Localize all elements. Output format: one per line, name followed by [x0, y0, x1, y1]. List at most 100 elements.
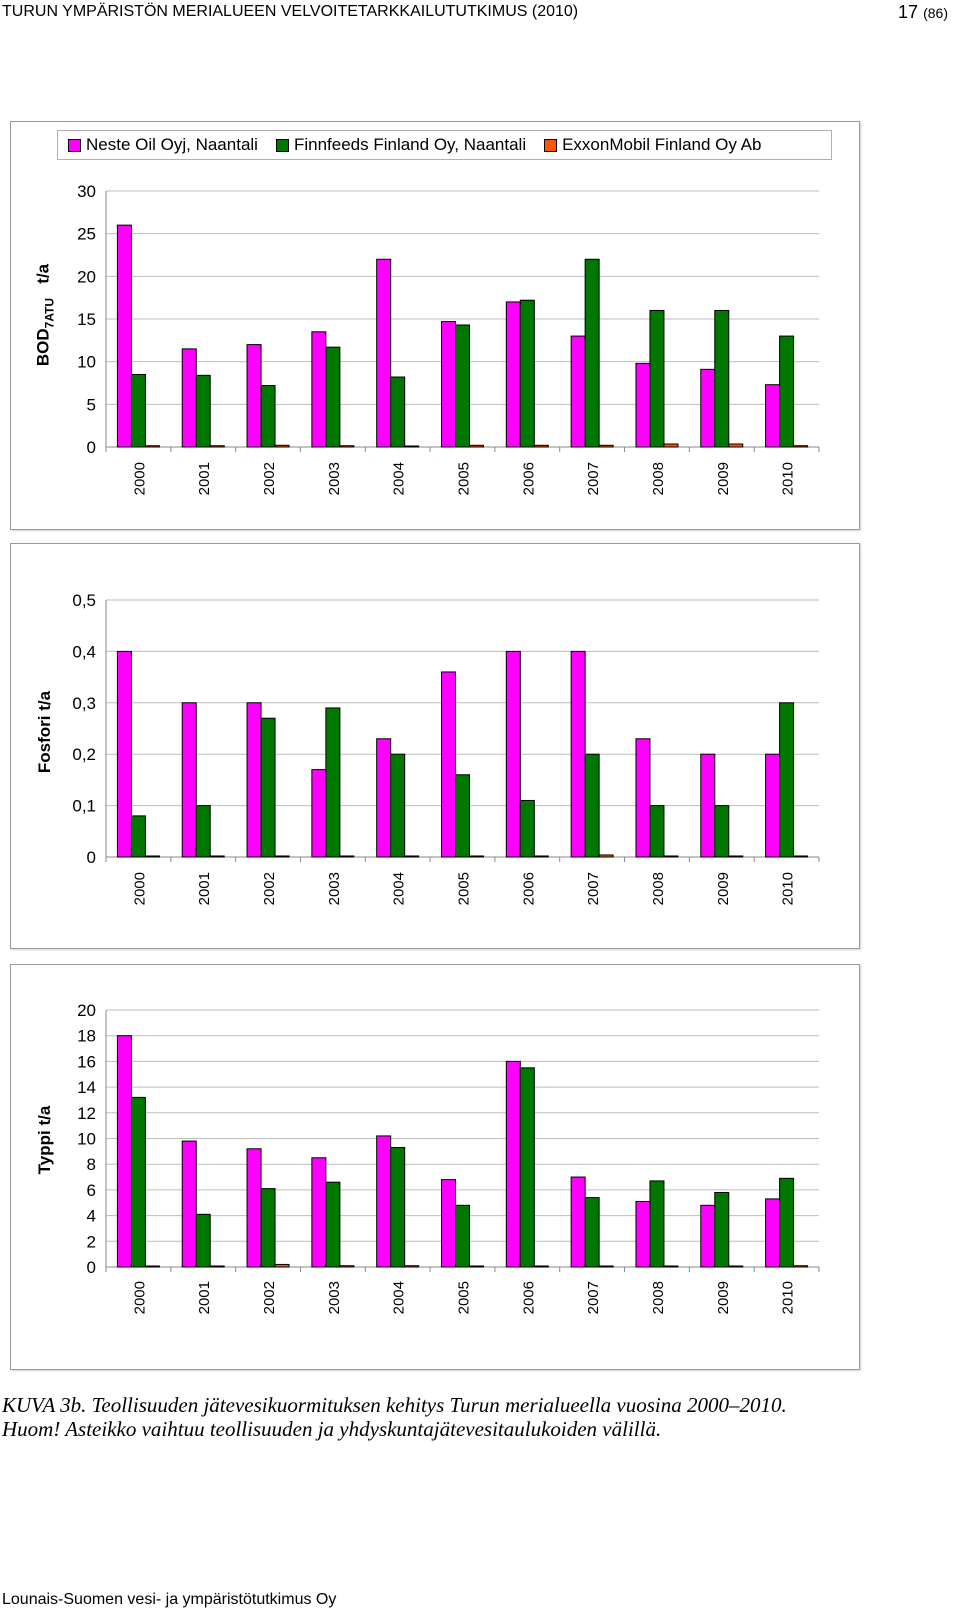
fosfori-bar-finnfeeds	[519, 799, 535, 858]
fosfori-bar-finnfeeds	[390, 753, 406, 858]
typpi-x-tick-label: 2005	[456, 1281, 473, 1314]
bod-bar-finnfeeds	[779, 335, 795, 448]
bod-y-tick-label: 10	[77, 353, 96, 372]
fosfori-bar-finnfeeds	[714, 805, 730, 858]
fosfori-x-tick-label: 2010	[780, 872, 797, 905]
typpi-y-tick-label: 2	[87, 1232, 96, 1251]
typpi-x-tick-label: 2001	[196, 1281, 213, 1314]
typpi-x-tick-label: 2002	[261, 1281, 278, 1314]
fosfori-bar-exxonmobil	[404, 855, 420, 858]
bod-bar-exxonmobil	[469, 444, 484, 448]
caption-line-1: KUVA 3b. Teollisuuden jätevesikuormituks…	[2, 1393, 787, 1417]
bod-bar-finnfeeds	[130, 373, 146, 448]
typpi-bar-exxonmobil	[598, 1265, 614, 1268]
figure-caption: KUVA 3b. Teollisuuden jätevesikuormituks…	[2, 1393, 952, 1441]
typpi-y-tick-label: 6	[87, 1181, 96, 1200]
fosfori-bar-exxonmobil	[533, 855, 549, 858]
bod-x-tick-label: 2000	[131, 462, 148, 495]
typpi-bar-neste	[181, 1140, 197, 1268]
fosfori-x-tick-label: 2006	[520, 872, 537, 905]
fosfori-bar-exxonmobil	[598, 854, 614, 858]
bod-y-tick-label: 20	[77, 267, 96, 286]
page-current: 17	[898, 2, 919, 22]
legend-swatch-finnfeeds	[275, 138, 289, 152]
fosfori-bar-exxonmobil	[793, 855, 809, 858]
fosfori-bar-neste	[765, 753, 781, 858]
bod-bar-neste	[181, 348, 197, 448]
legend-swatch-exxonmobil	[544, 138, 558, 152]
fosfori-bar-neste	[700, 753, 716, 858]
bod-x-tick-label: 2005	[456, 462, 473, 495]
typpi-bar-exxonmobil	[533, 1265, 549, 1268]
typpi-bar-neste	[505, 1060, 521, 1268]
legend-item-finnfeeds: Finnfeeds Finland Oy, Naantali	[275, 135, 526, 155]
bod-x-tick-label: 2010	[780, 462, 797, 495]
fosfori-bar-exxonmobil	[274, 855, 290, 858]
typpi-bar-finnfeeds	[390, 1146, 406, 1268]
legend-item-neste: Neste Oil Oyj, Naantali	[68, 135, 258, 155]
typpi-y-tick-label: 18	[77, 1027, 96, 1046]
fosfori-x-tick-label: 2005	[456, 872, 473, 905]
fosfori-x-tick-label: 2001	[196, 872, 213, 905]
bod-bar-exxonmobil	[404, 445, 420, 448]
bod-bar-neste	[570, 335, 586, 448]
bod-bar-neste	[505, 301, 521, 448]
bod-x-tick-label: 2002	[261, 462, 278, 495]
fosfori-y-tick-label: 0,2	[72, 745, 96, 764]
typpi-x-tick-label: 2003	[326, 1281, 343, 1314]
fosfori-bar-finnfeeds	[195, 805, 211, 858]
fosfori-bar-exxonmobil	[339, 855, 355, 858]
typpi-bar-exxonmobil	[793, 1265, 809, 1268]
fosfori-bar-neste	[570, 650, 586, 858]
typpi-x-tick-label: 2007	[585, 1281, 602, 1314]
fosfori-x-tick-label: 2007	[585, 872, 602, 905]
typpi-bar-neste	[635, 1200, 651, 1268]
fosfori-chart-svg: 0 0,1 0,2 0,3 0,4 0,5 2000 2001 2002 2003 2004 2005…	[72, 591, 820, 905]
bod-bar-finnfeeds	[195, 374, 211, 448]
page-number: 17 (86)	[898, 2, 948, 23]
typpi-bar-exxonmobil	[339, 1265, 355, 1268]
bod-bar-exxonmobil	[144, 445, 160, 448]
typpi-bar-finnfeeds	[649, 1180, 665, 1268]
typpi-x-tick-label: 2009	[715, 1281, 732, 1314]
fosfori-bar-exxonmobil	[209, 855, 225, 858]
typpi-x-tick-label: 2008	[650, 1281, 667, 1314]
bod-bar-neste	[635, 362, 651, 448]
typpi-x-tick-label: 2006	[520, 1281, 537, 1314]
bod-x-tick-label: 2007	[585, 462, 602, 495]
bod-bar-exxonmobil	[274, 444, 290, 448]
fosfori-x-tick-label: 2002	[261, 872, 278, 905]
fosfori-y-tick-label: 0,3	[72, 694, 96, 713]
chart-legend: Neste Oil Oyj, Naantali Finnfeeds Finlan…	[57, 130, 832, 160]
typpi-bar-exxonmobil	[469, 1265, 484, 1268]
bod-x-tick-label: 2009	[715, 462, 732, 495]
bod-bar-neste	[246, 344, 262, 448]
typpi-bar-exxonmobil	[728, 1265, 744, 1268]
legend-item-exxonmobil: ExxonMobil Finland Oy Ab	[544, 135, 761, 155]
bod-bar-exxonmobil	[598, 444, 614, 448]
bod-bar-finnfeeds	[584, 258, 600, 448]
legend-label-neste: Neste Oil Oyj, Naantali	[86, 135, 258, 154]
typpi-bar-neste	[311, 1157, 327, 1268]
fosfori-bar-neste	[116, 650, 132, 858]
typpi-bar-neste	[441, 1179, 456, 1268]
fosfori-bar-neste	[635, 738, 651, 858]
fosfori-bar-exxonmobil	[469, 855, 484, 858]
typpi-bar-finnfeeds	[779, 1177, 795, 1268]
bod-bar-neste	[376, 258, 392, 448]
typpi-y-tick-label: 20	[77, 1001, 96, 1020]
bod-bar-neste	[700, 368, 716, 448]
typpi-bar-neste	[116, 1035, 132, 1268]
typpi-bar-neste	[246, 1148, 262, 1268]
fosfori-bar-neste	[311, 769, 327, 858]
typpi-y-tick-label: 0	[87, 1258, 96, 1277]
typpi-y-tick-label: 12	[77, 1104, 96, 1123]
typpi-bar-finnfeeds	[714, 1191, 730, 1268]
bod-bar-finnfeeds	[390, 376, 406, 448]
bod-y-tick-label: 5	[87, 395, 96, 414]
fosfori-bar-neste	[441, 671, 456, 858]
fosfori-x-tick-label: 2009	[715, 872, 732, 905]
typpi-bar-exxonmobil	[404, 1265, 420, 1268]
header-title: TURUN YMPÄRISTÖN MERIALUEEN VELVOITETARK…	[2, 3, 579, 20]
typpi-bar-exxonmobil	[663, 1265, 679, 1268]
